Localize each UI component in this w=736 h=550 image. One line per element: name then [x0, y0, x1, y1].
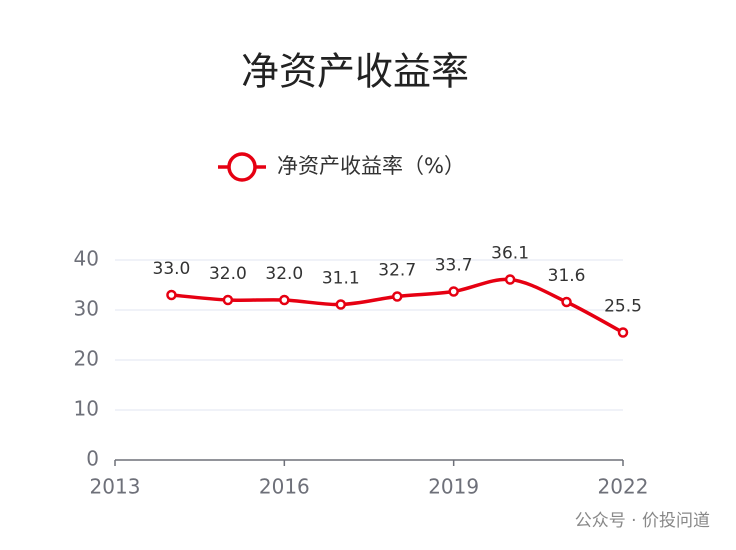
data-label: 33.7	[435, 256, 473, 276]
data-label: 25.5	[604, 297, 642, 317]
point	[448, 286, 459, 297]
data-label: 33.0	[153, 259, 191, 279]
y-tick-label: 10	[74, 397, 99, 421]
x-tick-label: 2019	[428, 475, 479, 499]
legend-marker	[227, 152, 257, 182]
x-tick-label: 2016	[259, 475, 310, 499]
x-tick-label: 2022	[598, 475, 649, 499]
point	[391, 291, 403, 302]
y-tick-label: 30	[74, 297, 99, 321]
line	[171, 277, 624, 335]
data-label: 32.7	[378, 261, 416, 281]
data-label: 36.1	[491, 244, 529, 264]
point	[504, 274, 516, 285]
y-tick-label: 40	[74, 247, 99, 271]
chart-title: 净资产收益率	[241, 50, 469, 94]
x-tick-label: 2013	[90, 475, 141, 499]
point	[617, 327, 629, 338]
point	[561, 296, 572, 308]
point	[166, 289, 177, 301]
point	[279, 294, 290, 306]
data-label: 31.1	[322, 269, 360, 289]
point	[222, 294, 234, 306]
data-label: 32.0	[209, 264, 247, 284]
y-tick-label: 0	[86, 447, 99, 471]
data-label: 32.0	[265, 264, 303, 284]
y-tick-label: 20	[74, 347, 99, 371]
point	[335, 299, 347, 310]
watermark: 公众号 · 价投问道	[575, 511, 710, 531]
legend-label: 净资产收益率（%）	[277, 154, 465, 178]
data-label: 31.6	[548, 266, 586, 286]
